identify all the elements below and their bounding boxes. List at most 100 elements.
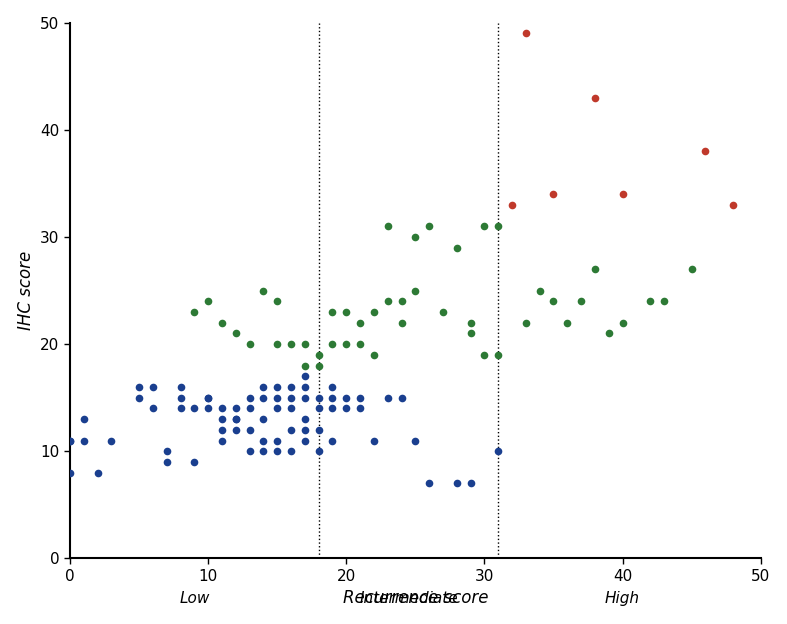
Point (64, 436, 76, 446)
Point (616, 318, 629, 328)
Point (298, 382, 311, 392)
Point (368, 350, 380, 360)
Point (326, 382, 338, 392)
Point (230, 414, 242, 424)
Point (423, 222, 435, 232)
Point (216, 425, 228, 435)
Point (216, 436, 228, 446)
Point (285, 382, 297, 392)
Text: High: High (605, 590, 640, 605)
Point (146, 382, 159, 392)
Point (395, 296, 408, 306)
Point (354, 403, 367, 413)
Point (298, 361, 311, 371)
Point (368, 307, 380, 317)
Point (188, 403, 201, 413)
Point (464, 318, 477, 328)
Point (382, 222, 394, 232)
Point (105, 436, 118, 446)
Point (146, 403, 159, 413)
Point (658, 296, 671, 306)
Point (478, 350, 491, 360)
Point (243, 403, 256, 413)
Point (464, 479, 477, 489)
Point (230, 414, 242, 424)
Point (298, 339, 311, 349)
Point (326, 392, 338, 402)
Point (78, 436, 91, 446)
Point (201, 392, 214, 402)
Point (409, 232, 422, 242)
Point (547, 189, 560, 199)
Point (409, 436, 422, 446)
Point (91, 467, 104, 477)
Point (201, 296, 214, 306)
Point (492, 222, 504, 232)
Point (257, 414, 270, 424)
Point (492, 446, 504, 456)
Point (561, 318, 574, 328)
Point (230, 328, 242, 338)
Point (354, 318, 367, 328)
Point (589, 93, 601, 103)
Point (174, 392, 187, 402)
Point (285, 403, 297, 413)
Point (271, 403, 283, 413)
Point (271, 392, 283, 402)
Point (519, 318, 532, 328)
Point (340, 392, 353, 402)
Point (312, 446, 325, 456)
Point (340, 403, 353, 413)
Point (257, 382, 270, 392)
Point (395, 318, 408, 328)
Point (271, 296, 283, 306)
Point (243, 446, 256, 456)
Point (575, 296, 587, 306)
Point (437, 307, 449, 317)
Point (188, 307, 201, 317)
Point (340, 339, 353, 349)
Point (216, 318, 228, 328)
Point (589, 264, 601, 274)
Point (644, 296, 656, 306)
Point (271, 382, 283, 392)
Point (133, 392, 146, 402)
Point (230, 403, 242, 413)
Point (243, 392, 256, 402)
Point (464, 328, 477, 338)
Point (201, 392, 214, 402)
Point (312, 425, 325, 435)
Text: Intermediate: Intermediate (359, 590, 458, 605)
Point (243, 339, 256, 349)
Point (340, 307, 353, 317)
Point (326, 436, 338, 446)
Point (298, 425, 311, 435)
Point (312, 403, 325, 413)
Point (188, 457, 201, 467)
Point (382, 296, 394, 306)
Point (271, 339, 283, 349)
Point (133, 382, 146, 392)
Point (312, 350, 325, 360)
Point (161, 446, 173, 456)
Y-axis label: IHC score: IHC score (17, 251, 35, 330)
Point (368, 436, 380, 446)
Point (547, 296, 560, 306)
Point (326, 403, 338, 413)
Text: Low: Low (179, 590, 209, 605)
Point (216, 403, 228, 413)
Point (257, 392, 270, 402)
Point (285, 392, 297, 402)
Point (285, 339, 297, 349)
Point (603, 328, 615, 338)
Point (450, 479, 463, 489)
Point (161, 457, 173, 467)
Point (271, 446, 283, 456)
Point (174, 382, 187, 392)
Point (271, 436, 283, 446)
Point (312, 361, 325, 371)
Point (230, 425, 242, 435)
Point (174, 403, 187, 413)
Point (616, 189, 629, 199)
Point (285, 446, 297, 456)
